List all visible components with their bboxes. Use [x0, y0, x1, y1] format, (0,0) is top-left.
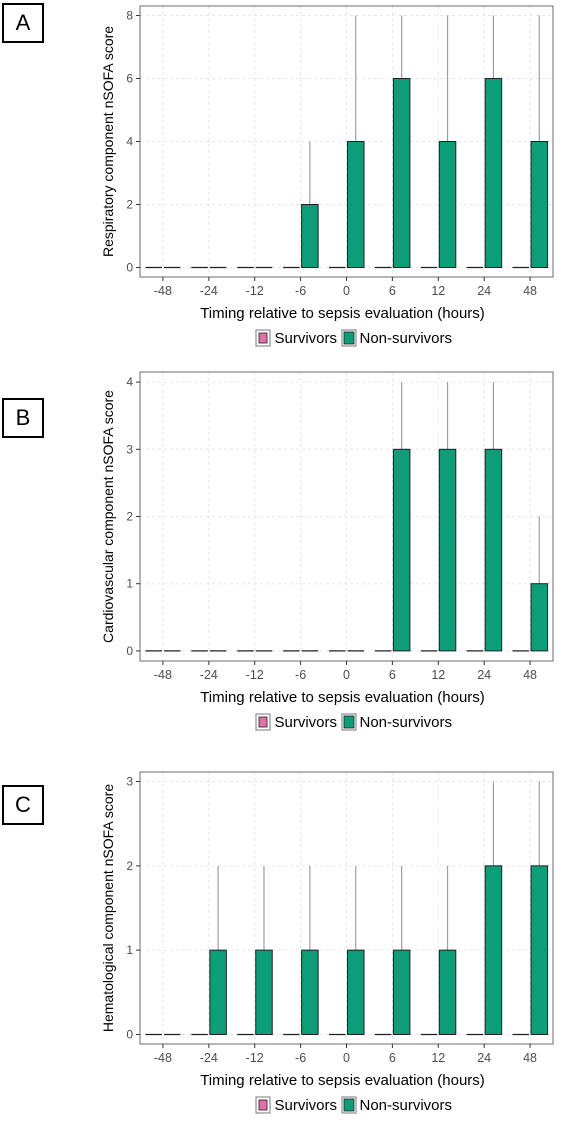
y-tick-label: 1	[126, 943, 133, 957]
legend-swatch-survivors	[258, 332, 268, 344]
legend-swatch-survivors	[258, 716, 268, 728]
y-tick-label: 2	[126, 859, 133, 873]
bar-non-survivors	[530, 865, 549, 1035]
x-tick-label: -48	[154, 1051, 172, 1065]
x-tick-label: -24	[200, 284, 218, 298]
x-tick-label: 24	[477, 1051, 491, 1065]
x-tick-label: 48	[523, 284, 537, 298]
bar-non-survivors	[392, 949, 411, 1035]
legend-swatch-survivors	[258, 1099, 268, 1111]
y-axis-title: Hematological component nSOFA score	[100, 784, 116, 1032]
x-axis-title: Timing relative to sepsis evaluation (ho…	[200, 689, 485, 706]
x-tick-label: -48	[154, 284, 172, 298]
y-tick-label: 2	[126, 510, 133, 524]
x-tick-label: 0	[343, 668, 350, 682]
bar-non-survivors	[209, 949, 227, 1035]
x-tick-label: 0	[343, 1051, 350, 1065]
legend-label-non-survivors: Non-survivors	[360, 714, 453, 731]
x-tick-label: 12	[431, 284, 445, 298]
x-tick-label: 6	[389, 284, 396, 298]
x-tick-label: -6	[295, 668, 306, 682]
x-tick-label: -12	[246, 1051, 264, 1065]
y-tick-label: 3	[126, 775, 133, 789]
y-tick-label: 3	[126, 442, 133, 456]
x-tick-label: -12	[246, 668, 264, 682]
y-axis-title: Respiratory component nSOFA score	[100, 26, 116, 257]
bar-non-survivors	[484, 77, 503, 269]
y-tick-label: 4	[126, 135, 133, 149]
x-tick-label: 48	[523, 668, 537, 682]
y-tick-label: 6	[126, 71, 133, 85]
legend-label-non-survivors: Non-survivors	[360, 330, 453, 347]
bar-non-survivors	[530, 141, 549, 269]
x-tick-label: -6	[295, 1051, 306, 1065]
y-tick-label: 2	[126, 198, 133, 212]
bar-non-survivors	[347, 949, 365, 1035]
y-tick-label: 0	[126, 1027, 133, 1041]
legend-swatch-non-survivors	[343, 331, 355, 345]
x-tick-label: 24	[477, 668, 491, 682]
bar-non-survivors	[530, 583, 549, 652]
panel-label-c: C	[2, 785, 44, 825]
x-tick-label: -24	[200, 668, 218, 682]
bar-non-survivors	[484, 865, 503, 1035]
x-tick-label: 12	[431, 1051, 445, 1065]
x-tick-label: 6	[389, 1051, 396, 1065]
y-tick-label: 4	[126, 375, 133, 389]
x-tick-label: 0	[343, 284, 350, 298]
bar-non-survivors	[392, 448, 411, 652]
x-axis-title: Timing relative to sepsis evaluation (ho…	[200, 305, 485, 322]
bar-non-survivors	[301, 949, 319, 1035]
bar-non-survivors	[392, 77, 411, 269]
legend-swatch-non-survivors	[343, 1098, 355, 1112]
bar-non-survivors	[438, 949, 457, 1035]
x-tick-label: -48	[154, 668, 172, 682]
x-tick-label: -6	[295, 284, 306, 298]
y-tick-label: 8	[126, 8, 133, 22]
y-tick-label: 0	[126, 644, 133, 658]
x-tick-label: 48	[523, 1051, 537, 1065]
legend: Survivors Non-survivors	[255, 329, 453, 347]
legend-label-survivors: Survivors	[275, 714, 338, 731]
x-tick-label: 24	[477, 284, 491, 298]
legend-label-survivors: Survivors	[275, 1097, 338, 1114]
legend: Survivors Non-survivors	[255, 1096, 453, 1114]
x-tick-label: -12	[246, 284, 264, 298]
x-tick-label: 12	[431, 668, 445, 682]
bar-non-survivors	[301, 204, 319, 269]
x-tick-label: 6	[389, 668, 396, 682]
x-tick-label: -24	[200, 1051, 218, 1065]
panel-label-a: A	[2, 3, 44, 43]
bar-non-survivors	[255, 949, 273, 1035]
legend: Survivors Non-survivors	[255, 713, 453, 731]
legend-label-non-survivors: Non-survivors	[360, 1097, 453, 1114]
y-axis-title: Cardiovascular component nSOFA score	[100, 390, 116, 643]
legend-label-survivors: Survivors	[275, 330, 338, 347]
bar-non-survivors	[438, 141, 457, 269]
bar-non-survivors	[347, 141, 365, 269]
legend-swatch-non-survivors	[343, 715, 355, 729]
y-tick-label: 0	[126, 261, 133, 275]
bar-non-survivors	[484, 448, 503, 652]
panel-label-b: B	[2, 398, 44, 438]
x-axis-title: Timing relative to sepsis evaluation (ho…	[200, 1072, 485, 1089]
y-tick-label: 1	[126, 577, 133, 591]
bar-non-survivors	[438, 448, 457, 652]
